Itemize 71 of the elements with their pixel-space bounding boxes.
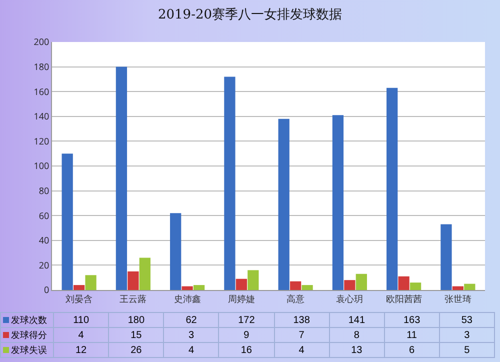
data-label: 15	[108, 328, 164, 342]
bar	[139, 258, 150, 290]
data-label: 26	[108, 342, 164, 358]
legend-label: 发球得分	[11, 330, 47, 340]
x-tick-label: 欧阳茜茜	[386, 294, 422, 305]
y-tick-label: 160	[34, 84, 50, 98]
y-tick-label: 20	[38, 258, 50, 272]
bar	[410, 282, 422, 290]
bar	[85, 275, 96, 290]
bar	[248, 270, 259, 290]
data-label: 180	[108, 312, 164, 328]
bar	[356, 274, 367, 290]
data-label: 13	[329, 342, 384, 358]
legend-label: 发球失误	[11, 346, 47, 356]
data-label: 3	[164, 328, 219, 342]
bar	[452, 286, 464, 290]
x-tick-label: 高意	[286, 294, 305, 305]
data-label: 110	[54, 312, 109, 328]
y-tick-label: 40	[38, 234, 50, 247]
chart-title: 2019-20赛季八一女排发球数据	[158, 6, 342, 22]
bar	[193, 285, 205, 290]
data-label: 5	[439, 342, 494, 358]
y-tick-label: 180	[34, 60, 50, 73]
bar	[440, 224, 452, 290]
data-label: 12	[54, 342, 109, 358]
y-tick-label: 80	[38, 184, 50, 197]
data-label: 8	[329, 328, 384, 342]
bar	[398, 276, 410, 290]
bar	[302, 285, 313, 290]
legend-label: 发球次数	[11, 316, 47, 326]
data-label: 163	[384, 312, 440, 328]
bar	[464, 284, 476, 290]
x-tick-label: 张世琦	[444, 294, 472, 305]
data-label: 138	[274, 312, 330, 328]
y-tick-label: 120	[34, 134, 50, 148]
x-tick-label: 王云蕗	[120, 294, 147, 305]
bar	[290, 281, 302, 290]
x-tick-label: 刘晏含	[66, 294, 93, 305]
bar	[236, 278, 248, 290]
y-tick-label: 60	[38, 208, 50, 222]
data-label: 4	[164, 342, 219, 358]
data-label: 6	[384, 342, 440, 358]
bar	[182, 286, 193, 290]
data-label: 3	[439, 328, 494, 342]
x-tick-label: 袁心玥	[336, 294, 364, 305]
y-tick-label: 0	[44, 283, 50, 296]
bar	[73, 285, 85, 290]
y-tick-label: 200	[34, 35, 50, 48]
x-tick-label: 史沛鑫	[174, 294, 201, 305]
data-label: 9	[218, 328, 274, 342]
x-tick-label: 周婷婕	[228, 294, 255, 305]
bar	[332, 115, 344, 290]
y-tick-label: 140	[34, 110, 50, 123]
y-tick-label: 100	[34, 159, 50, 172]
data-label: 172	[218, 312, 274, 328]
bar	[278, 118, 290, 290]
bar	[224, 76, 236, 290]
bar	[170, 213, 182, 290]
data-label: 11	[384, 328, 440, 342]
bar	[116, 66, 128, 290]
bar	[344, 280, 356, 290]
bar	[386, 88, 398, 290]
data-label: 4	[274, 342, 330, 358]
bar	[128, 271, 139, 290]
data-label: 62	[164, 312, 219, 328]
data-label: 7	[274, 328, 330, 342]
data-label: 16	[218, 342, 274, 358]
data-label: 141	[329, 312, 384, 328]
data-label: 4	[54, 328, 109, 342]
data-label: 53	[439, 312, 494, 328]
bar	[62, 154, 73, 290]
